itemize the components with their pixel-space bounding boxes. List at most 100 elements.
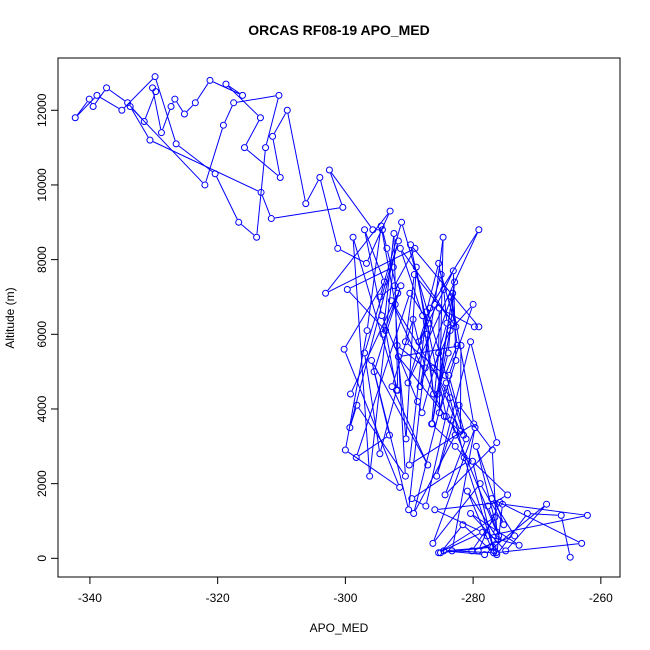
series-segment	[455, 550, 491, 554]
data-point	[267, 215, 275, 223]
data-point	[428, 420, 436, 428]
series-segment	[224, 105, 233, 123]
data-point	[422, 308, 430, 316]
data-point	[146, 136, 154, 144]
series-segment	[387, 251, 398, 290]
series-segment	[530, 513, 558, 516]
series-segment	[350, 244, 398, 425]
data-point	[389, 263, 397, 271]
data-point	[89, 103, 97, 111]
data-point	[435, 349, 443, 357]
data-point	[385, 431, 393, 439]
y-tick-label: 10000	[35, 168, 49, 202]
data-point	[439, 233, 447, 241]
data-point	[219, 121, 227, 129]
data-point	[442, 412, 450, 420]
data-point	[405, 461, 413, 469]
data-point	[468, 457, 476, 465]
series-segment	[441, 533, 480, 552]
data-point	[422, 502, 430, 510]
data-point	[493, 528, 501, 536]
data-point	[494, 536, 502, 544]
y-tick-label: 2000	[35, 470, 49, 497]
data-point	[493, 439, 501, 447]
data-point	[451, 442, 459, 450]
data-point	[397, 282, 405, 290]
data-point	[471, 424, 479, 432]
data-point	[396, 244, 404, 252]
series-segment	[451, 423, 496, 530]
data-point	[71, 114, 79, 122]
series-segment	[152, 91, 162, 130]
series-segment	[274, 207, 340, 219]
series-segment	[442, 527, 462, 551]
y-tick-label: 4000	[35, 395, 49, 422]
data-point	[483, 532, 491, 540]
series-segment	[228, 85, 240, 94]
series-segment	[350, 408, 357, 425]
series-segment	[507, 506, 545, 549]
data-point	[151, 73, 159, 81]
x-tick-label: -260	[589, 591, 613, 605]
series-segment	[327, 213, 389, 291]
y-tick-label: 8000	[35, 246, 49, 273]
data-point	[206, 76, 214, 84]
data-point	[383, 244, 391, 252]
data-point	[446, 394, 454, 402]
data-point	[172, 140, 180, 148]
data-point	[361, 349, 369, 357]
series-segment	[172, 101, 174, 104]
x-axis-label: APO_MED	[310, 621, 369, 635]
data-point	[446, 327, 454, 335]
series-segment	[340, 249, 364, 263]
series-segment	[287, 113, 306, 201]
data-point	[376, 450, 384, 458]
series-segment	[155, 79, 176, 141]
data-point	[388, 383, 396, 391]
series-segment	[457, 448, 467, 459]
data-point	[349, 233, 357, 241]
series-segment	[499, 543, 579, 553]
data-point	[368, 356, 376, 364]
data-point	[467, 510, 475, 518]
data-point	[377, 222, 385, 230]
series-segment	[320, 180, 338, 246]
series-segment	[401, 345, 458, 357]
data-point	[414, 398, 422, 406]
data-point	[425, 319, 433, 327]
data-point	[502, 547, 510, 555]
data-point	[404, 379, 412, 387]
data-point	[475, 226, 483, 234]
series-segment	[414, 462, 466, 498]
data-point	[85, 95, 93, 103]
data-point	[429, 539, 437, 547]
series-segment	[400, 251, 423, 313]
data-point	[457, 342, 465, 350]
data-point	[441, 371, 449, 379]
series-segment	[367, 214, 390, 261]
series-segment	[411, 295, 428, 321]
data-point	[394, 237, 402, 245]
series-segment	[350, 268, 391, 289]
data-point	[460, 454, 468, 462]
data-point	[445, 371, 453, 379]
series-segment	[385, 333, 397, 387]
data-point	[201, 181, 209, 189]
series-segment	[261, 195, 271, 216]
series-segment	[413, 322, 425, 365]
data-point	[409, 315, 417, 323]
series-segment	[236, 95, 276, 103]
data-point	[470, 420, 478, 428]
data-point	[435, 259, 443, 267]
series-segment	[132, 108, 203, 183]
series-segment	[476, 449, 504, 522]
data-point	[410, 510, 418, 518]
series-segment	[123, 78, 153, 109]
series-segment	[402, 225, 464, 432]
y-tick-label: 6000	[35, 321, 49, 348]
series-segment	[186, 104, 194, 112]
data-point	[392, 386, 400, 394]
x-axis: -340 -320 -300 -280 -260	[78, 576, 613, 605]
series-segment	[352, 240, 370, 473]
